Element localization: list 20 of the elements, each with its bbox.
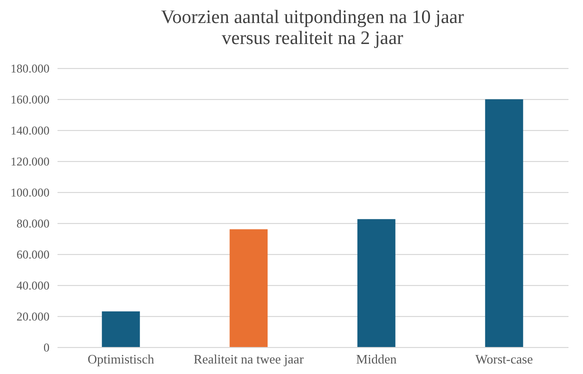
y-tick-label: 60.000: [16, 248, 50, 262]
y-tick-label: 120.000: [10, 154, 50, 168]
bar: [485, 99, 524, 347]
bar: [230, 229, 268, 347]
y-tick-label: 40.000: [16, 278, 50, 292]
x-tick-label: Optimistisch: [88, 352, 155, 366]
y-tick-label: 0: [44, 340, 50, 354]
y-tick-label: 140.000: [10, 124, 50, 138]
bar: [357, 219, 396, 347]
text: versus realiteit na 2 jaar: [222, 28, 404, 49]
y-tick-label: 20.000: [16, 310, 50, 324]
bar: [102, 311, 140, 347]
y-tick-label: 80.000: [16, 216, 50, 230]
x-tick-label: Worst-case: [475, 352, 534, 366]
x-tick-label: Midden: [356, 352, 398, 366]
text: Voorzien aantal uitpondingen na 10 jaar: [160, 7, 464, 28]
x-tick-label: Realiteit na twee jaar: [194, 352, 304, 366]
y-tick-label: 180.000: [10, 62, 50, 76]
y-tick-label: 160.000: [10, 92, 50, 106]
y-tick-label: 100.000: [10, 186, 50, 200]
